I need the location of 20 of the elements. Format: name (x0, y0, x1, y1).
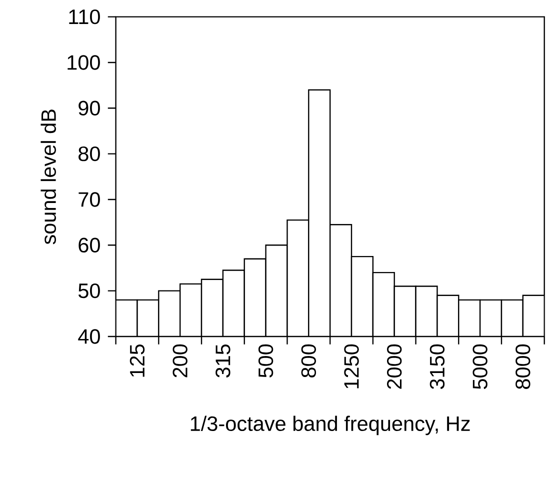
y-tick-label: 110 (69, 9, 100, 24)
y-tick-label: 60 (78, 238, 100, 253)
x-tick-label: 125 (130, 344, 145, 377)
y-tick-label: 50 (78, 283, 100, 298)
x-tick-label: 200 (172, 344, 188, 378)
x-tick-label: 1250 (344, 344, 359, 388)
y-tick-label: 100 (68, 55, 100, 70)
y-tick-label: 40 (78, 329, 100, 344)
x-tick-label: 2000 (387, 344, 402, 389)
x-tick-label: 800 (301, 344, 316, 378)
y-tick-label: 90 (78, 100, 100, 116)
x-tick-label: 500 (258, 344, 274, 378)
x-tick-label: 315 (216, 344, 230, 378)
x-tick-label: 3150 (430, 344, 445, 390)
y-tick-label: 70 (78, 192, 100, 207)
y-axis-title: sound level dB (40, 110, 56, 244)
x-axis-title: 1/3-octave band frequency, Hz (190, 416, 470, 436)
y-tick-label: 80 (78, 146, 100, 162)
x-tick-label: 5000 (472, 344, 488, 390)
x-tick-label: 8000 (516, 344, 530, 389)
